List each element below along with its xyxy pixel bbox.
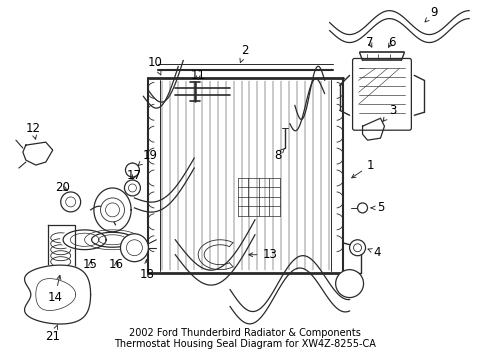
Circle shape: [335, 270, 363, 298]
Polygon shape: [94, 188, 131, 232]
FancyBboxPatch shape: [352, 58, 410, 130]
Text: 2002 Ford Thunderbird Radiator & Components
Thermostat Housing Seal Diagram for : 2002 Ford Thunderbird Radiator & Compone…: [113, 328, 375, 349]
Circle shape: [125, 163, 139, 177]
Text: 8: 8: [274, 149, 284, 162]
Circle shape: [120, 234, 148, 262]
Polygon shape: [24, 265, 90, 324]
Text: 18: 18: [140, 260, 155, 281]
Text: 9: 9: [424, 6, 437, 22]
Polygon shape: [23, 142, 53, 165]
Circle shape: [124, 180, 140, 196]
Text: 3: 3: [382, 104, 395, 121]
Circle shape: [128, 184, 136, 192]
Text: 16: 16: [109, 258, 124, 271]
Text: 17: 17: [127, 168, 142, 181]
Circle shape: [101, 198, 124, 222]
Text: 21: 21: [45, 325, 60, 343]
Text: 2: 2: [240, 44, 248, 63]
Text: 12: 12: [25, 122, 40, 139]
Circle shape: [357, 203, 367, 213]
Circle shape: [349, 240, 365, 256]
Text: 4: 4: [367, 246, 381, 259]
Text: 5: 5: [370, 201, 384, 215]
Text: 6: 6: [387, 36, 394, 49]
Text: 19: 19: [138, 149, 158, 166]
Text: 14: 14: [47, 275, 62, 304]
Text: 7: 7: [365, 36, 372, 49]
Text: 20: 20: [55, 181, 70, 194]
Text: 11: 11: [190, 69, 205, 82]
Circle shape: [61, 192, 81, 212]
Polygon shape: [84, 230, 140, 250]
Text: 1: 1: [351, 158, 373, 178]
Text: 13: 13: [248, 248, 277, 261]
Text: 15: 15: [83, 258, 98, 271]
Polygon shape: [61, 229, 108, 251]
Text: 10: 10: [147, 56, 163, 75]
